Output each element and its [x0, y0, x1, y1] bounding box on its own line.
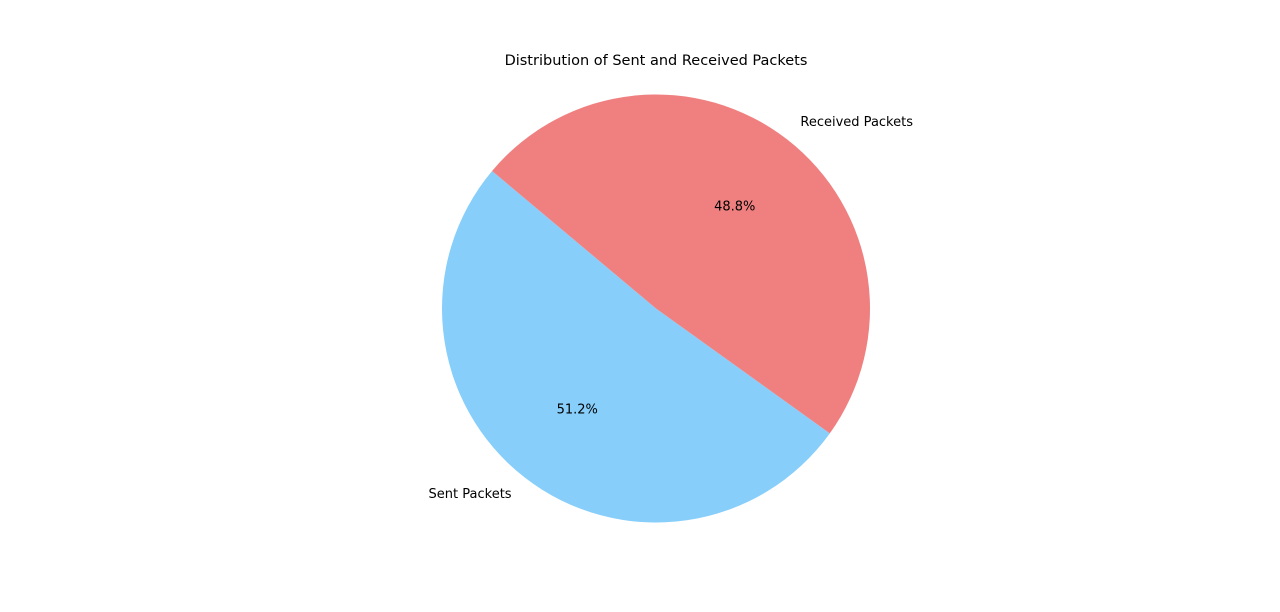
slice-percent-sent-packets: 51.2%	[557, 402, 598, 417]
pie-labels: Sent Packets 51.2% Received Packets 48.8%	[429, 115, 914, 502]
slice-label-received-packets: Received Packets	[800, 115, 913, 130]
slice-percent-received-packets: 48.8%	[714, 200, 755, 215]
chart-title: Distribution of Sent and Received Packet…	[505, 53, 808, 69]
pie-slices	[442, 94, 871, 523]
slice-label-sent-packets: Sent Packets	[429, 487, 512, 502]
pie-slice-sent-packets	[442, 170, 830, 523]
pie-slice-received-packets	[492, 94, 871, 434]
